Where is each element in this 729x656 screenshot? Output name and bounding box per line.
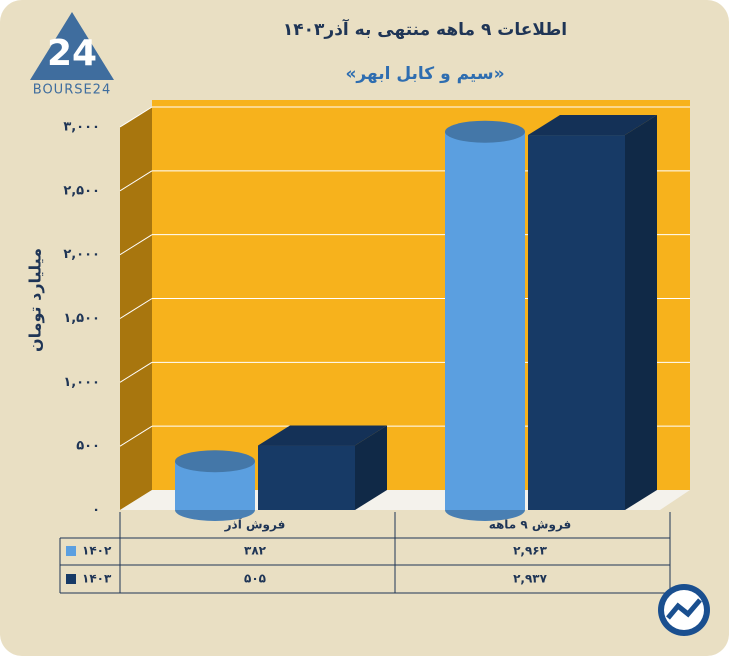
logo: 24 BOURSE24 — [30, 12, 114, 98]
value-label: ۲,۹۳۷ — [513, 572, 548, 586]
icon-arrow — [666, 598, 702, 620]
grid-line — [119, 425, 153, 447]
y-tick-label: ۲,۵۰۰ — [63, 183, 100, 198]
grid-line — [119, 170, 153, 192]
x-tick-label: فروش ۹ ماهه — [489, 518, 572, 533]
y-tick-label: ۰ — [92, 503, 100, 518]
bar-top — [528, 115, 657, 136]
grid-line — [119, 298, 153, 319]
chart-title: اطلاعات ۹ ماهه منتهی به آذر۱۴۰۳ — [283, 18, 567, 40]
logo-triangle — [30, 12, 114, 80]
bar — [528, 135, 625, 510]
bar-top — [258, 425, 387, 446]
bar-side — [625, 115, 657, 510]
bar — [445, 131, 525, 510]
cylinder-top — [445, 120, 525, 143]
logo-name: BOURSE24 — [33, 83, 111, 98]
chart-subtitle: «سیم و کابل ابهر» — [345, 64, 504, 84]
value-label: ۲,۹۶۳ — [513, 544, 548, 558]
legend-key — [66, 546, 76, 556]
legend-label: ۱۴۰۳ — [82, 572, 112, 586]
logo-mark: 24 — [47, 33, 97, 74]
y-tick-label: ۱,۵۰۰ — [63, 311, 100, 326]
bar — [258, 445, 355, 510]
y-tick-label: ۱,۰۰۰ — [63, 375, 100, 390]
grid-line — [119, 106, 153, 128]
data-table — [59, 512, 671, 594]
legend-label: ۱۴۰۲ — [82, 544, 112, 558]
grid-line — [119, 361, 153, 383]
y-tick-label: ۲,۰۰۰ — [63, 247, 100, 262]
cylinder-top — [175, 450, 255, 473]
bar-side — [355, 425, 387, 510]
grid-line — [119, 234, 153, 256]
value-label: ۵۰۵ — [244, 572, 266, 586]
value-label: ۳۸۲ — [244, 544, 267, 558]
y-tick-label: ۵۰۰ — [76, 439, 100, 454]
y-tick-label: ۳,۰۰۰ — [63, 120, 100, 135]
y-axis-label: میلیارد تومان — [26, 248, 45, 352]
corner-icon — [658, 584, 710, 636]
legend-key — [66, 574, 76, 584]
x-tick-label: فروش آذر — [224, 517, 286, 533]
